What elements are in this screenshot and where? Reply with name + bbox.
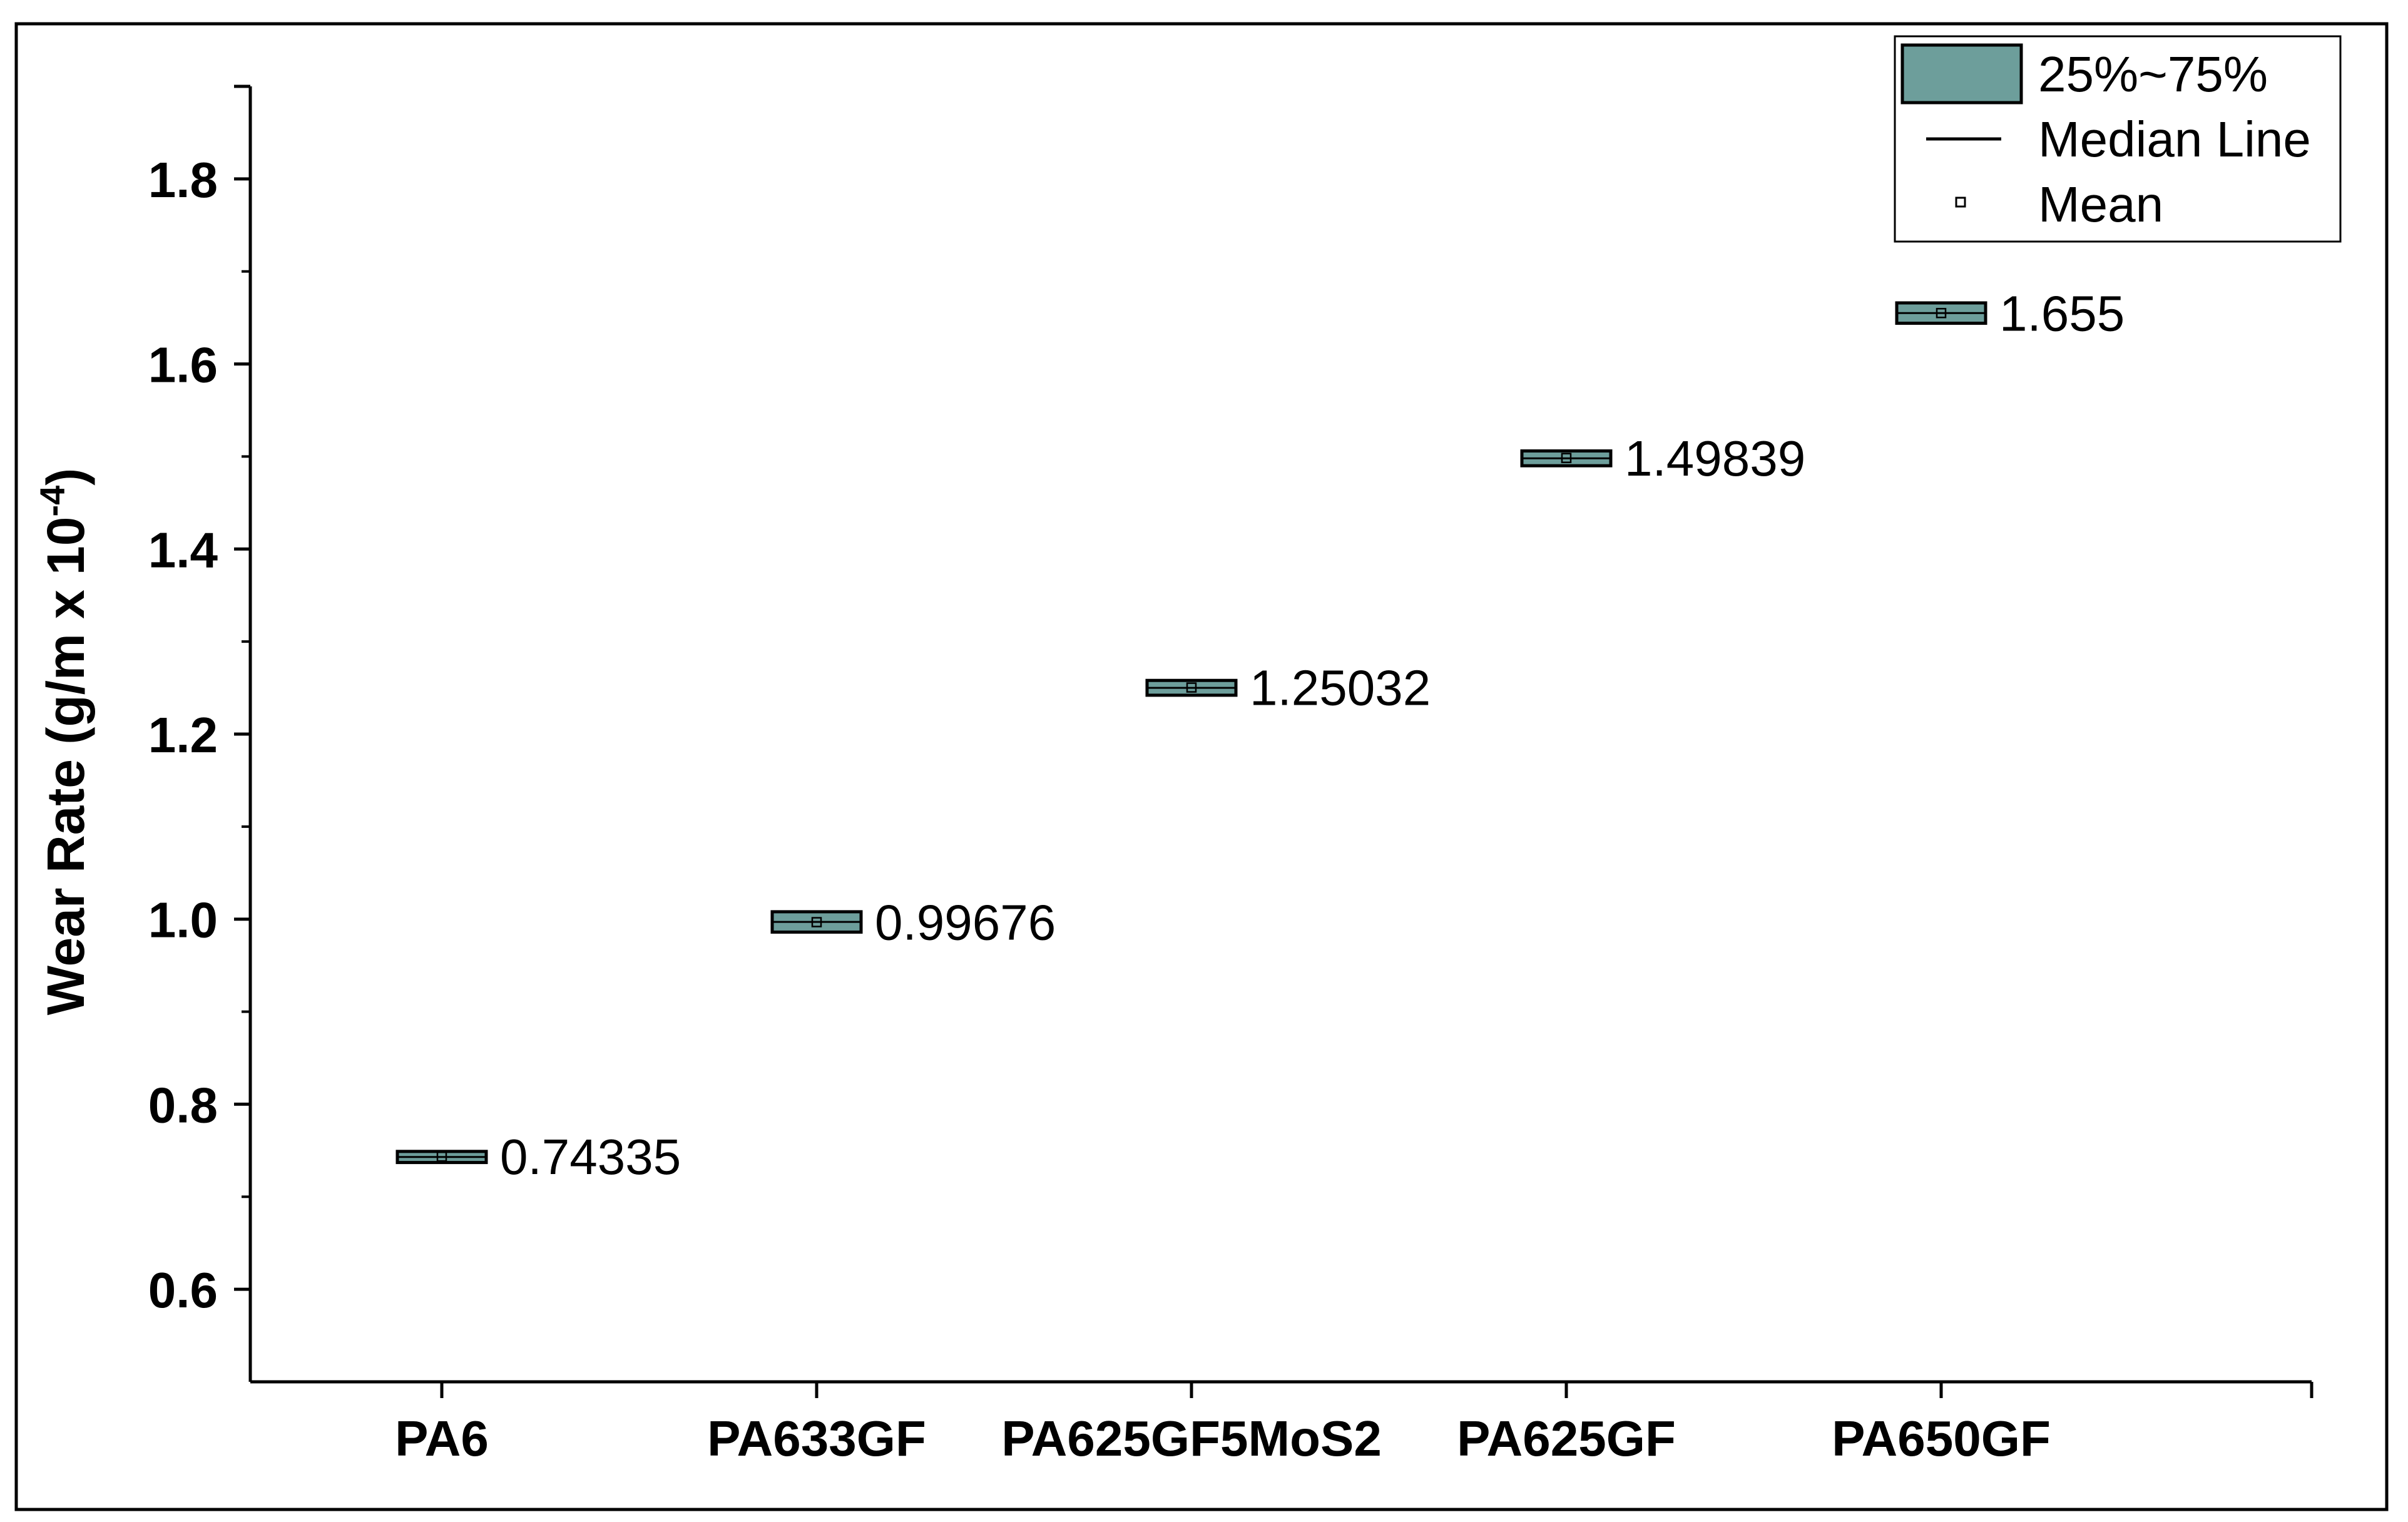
box-group: 1.655 (1895, 285, 2125, 341)
box-mean-marker (1561, 452, 1572, 464)
box-group: 1.49839 (1520, 431, 1805, 486)
box-value-label: 1.49839 (1625, 431, 1805, 486)
legend-label-box: 25%~75% (2038, 46, 2268, 102)
box-group: 0.74335 (395, 1129, 681, 1185)
box-series: 0.74335 0.99676 1.25032 1.49839 1.655 (395, 285, 2125, 1185)
y-axis-title: Wear Rate (g/m x 10-4) (33, 468, 96, 1016)
x-category-label: PA650GF (1832, 1411, 2051, 1466)
box-mean-marker (1936, 308, 1947, 319)
legend-mean-swatch (1955, 197, 1966, 208)
y-tick-label: 0.8 (148, 1077, 218, 1133)
box-mean-marker (811, 917, 822, 927)
y-tick-label: 1.6 (148, 337, 218, 393)
x-category-label: PA625GF5MoS2 (1001, 1411, 1382, 1466)
box-group: 1.25032 (1145, 660, 1431, 716)
y-tick-label: 1.8 (148, 152, 218, 208)
box-value-label: 0.99676 (875, 895, 1056, 951)
x-axis-ticks: PA6 PA633GF PA625GF5MoS2 PA625GF PA650GF (395, 1382, 2051, 1466)
legend-label-mean: Mean (2038, 176, 2163, 232)
box-value-label: 1.655 (1999, 285, 2125, 341)
box-mean-marker (1186, 682, 1197, 693)
box-value-label: 0.74335 (500, 1129, 681, 1185)
box-group: 0.99676 (770, 895, 1056, 951)
x-category-label: PA6 (395, 1411, 489, 1466)
box-mean-marker (436, 1151, 447, 1162)
figure-frame (14, 22, 2389, 1511)
x-category-label: PA633GF (707, 1411, 926, 1466)
box-value-label: 1.25032 (1250, 660, 1431, 716)
y-tick-label: 1.4 (148, 522, 218, 578)
x-category-label: PA625GF (1457, 1411, 1676, 1466)
y-tick-label: 1.0 (148, 892, 218, 948)
legend-box-swatch (1900, 43, 2023, 105)
legend: 25%~75% Median Line Mean (1894, 35, 2342, 243)
y-tick-label: 1.2 (148, 707, 218, 763)
legend-label-median: Median Line (2038, 111, 2311, 167)
y-tick-label: 0.6 (148, 1262, 218, 1318)
y-axis-ticks: 0.6 0.8 1.0 1.2 1.4 1.6 1.8 (148, 84, 250, 1318)
